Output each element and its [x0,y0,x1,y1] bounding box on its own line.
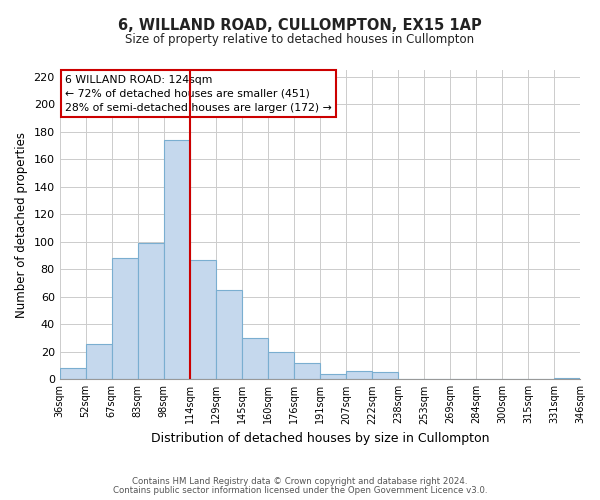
Text: Contains HM Land Registry data © Crown copyright and database right 2024.: Contains HM Land Registry data © Crown c… [132,477,468,486]
Bar [86,344,112,380]
Bar [242,338,268,380]
Bar [294,363,320,380]
Bar [138,243,164,380]
Bar [372,372,398,380]
Text: Size of property relative to detached houses in Cullompton: Size of property relative to detached ho… [125,32,475,46]
Text: 6 WILLAND ROAD: 124sqm
← 72% of detached houses are smaller (451)
28% of semi-de: 6 WILLAND ROAD: 124sqm ← 72% of detached… [65,74,332,112]
Bar [268,352,294,380]
Bar [112,258,138,380]
Text: 6, WILLAND ROAD, CULLOMPTON, EX15 1AP: 6, WILLAND ROAD, CULLOMPTON, EX15 1AP [118,18,482,32]
Bar [164,140,190,380]
Bar [59,368,86,380]
Bar [190,260,216,380]
X-axis label: Distribution of detached houses by size in Cullompton: Distribution of detached houses by size … [151,432,489,445]
Bar [554,378,580,380]
Y-axis label: Number of detached properties: Number of detached properties [15,132,28,318]
Text: Contains public sector information licensed under the Open Government Licence v3: Contains public sector information licen… [113,486,487,495]
Bar [346,371,372,380]
Bar [216,290,242,380]
Bar [320,374,346,380]
